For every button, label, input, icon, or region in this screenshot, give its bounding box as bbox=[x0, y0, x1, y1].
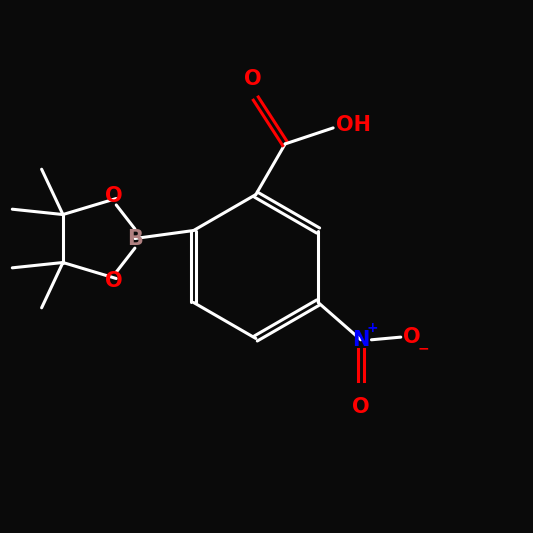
Text: O: O bbox=[105, 271, 123, 291]
Text: O: O bbox=[105, 186, 123, 206]
Text: O: O bbox=[402, 327, 420, 347]
Text: B: B bbox=[127, 229, 143, 248]
Text: −: − bbox=[417, 342, 429, 356]
Text: +: + bbox=[367, 321, 378, 335]
Text: O: O bbox=[244, 69, 262, 89]
Text: N: N bbox=[352, 330, 369, 350]
Text: OH: OH bbox=[336, 115, 371, 135]
Text: O: O bbox=[352, 398, 369, 417]
